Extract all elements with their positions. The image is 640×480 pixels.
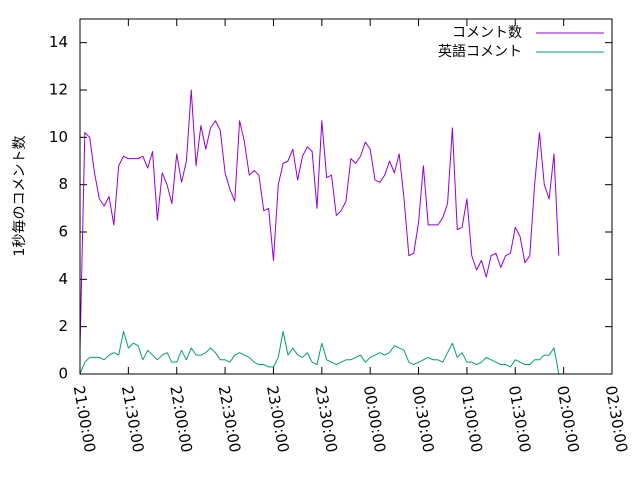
legend-label-1: コメント数 [452, 25, 522, 41]
legend-label-2: 英語コメント [438, 43, 522, 60]
y-axis-ticks: 0 2 4 6 8 10 12 14 [49, 33, 612, 383]
y-tick-label: 8 [58, 175, 68, 193]
y-tick-label: 6 [58, 223, 68, 241]
series-line-1 [79, 89, 560, 351]
y-axis-title: 1秒毎のコメント数 [12, 136, 28, 257]
series-lines [79, 89, 560, 375]
y-tick-label: 4 [58, 270, 68, 288]
y-tick-label: 10 [49, 128, 68, 146]
series-line-2 [79, 330, 560, 375]
y-tick-label: 12 [49, 81, 68, 99]
y-tick-label: 14 [49, 33, 68, 51]
y-tick-label: 0 [58, 365, 68, 383]
y-tick-label: 2 [58, 317, 68, 335]
plot-frame [79, 18, 613, 375]
